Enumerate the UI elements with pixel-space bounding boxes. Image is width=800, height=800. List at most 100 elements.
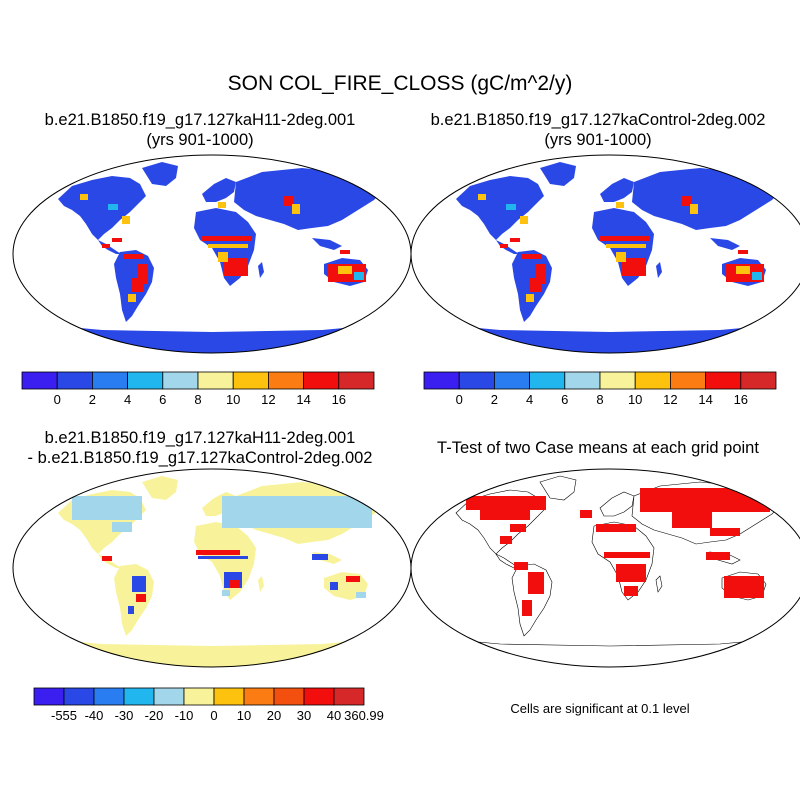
panel-1-colorbar-tick-label: 0 — [54, 392, 61, 407]
map1-grid-patch — [102, 244, 110, 248]
panel-3-colorbar-swatch — [123, 687, 155, 706]
map2-grid-patch — [478, 194, 486, 200]
map2-grid-patch — [616, 252, 626, 262]
map1-grid-patch — [202, 236, 252, 241]
map4-grid-patch — [724, 576, 764, 598]
map1-grid-patch — [208, 244, 248, 248]
map4-grid-patch — [640, 488, 770, 512]
panel-1-map — [12, 154, 412, 354]
map4-grid-patch — [616, 564, 646, 582]
panel-1-land — [24, 162, 402, 353]
map2-grid-patch — [616, 202, 624, 208]
panel-3-colorbar-tick-label: 360.99 — [344, 708, 384, 723]
map3-grid-patch — [230, 580, 240, 588]
map2-grid-patch — [752, 272, 762, 280]
panel-3-colorbar-swatch — [63, 687, 95, 706]
panel-3-colorbar-tick-label: -30 — [115, 708, 134, 723]
map2-grid-patch — [530, 278, 542, 292]
map3-grid-patch — [128, 606, 134, 614]
panel-1-colorbar-swatch — [338, 371, 375, 390]
panel-3-colorbar-swatch — [33, 687, 65, 706]
panel-2-globe-outline — [410, 154, 800, 354]
map3-grid-patch — [72, 496, 142, 520]
panel-3-colorbar-tick-label: 20 — [267, 708, 281, 723]
panel-2-colorbar-swatch — [529, 371, 566, 390]
panel-2-colorbar-swatch — [599, 371, 636, 390]
map1-grid-patch — [138, 264, 148, 284]
panel-1-case-name: b.e21.B1850.f19_g17.127kaH11-2deg.001 — [44, 111, 356, 129]
panel-2-colorbar-tick-label: 2 — [491, 392, 498, 407]
map1-grid-patch — [218, 252, 228, 262]
map2-grid-patch — [606, 244, 646, 248]
map2-grid-patch — [600, 236, 650, 241]
map4-grid-patch — [604, 552, 650, 558]
panel-1-colorbar-tick-label: 10 — [226, 392, 240, 407]
map4-grid-patch — [624, 586, 638, 596]
map3-grid-patch — [268, 504, 308, 528]
map4-grid-patch — [510, 524, 526, 532]
panel-1-colorbar-swatch — [21, 371, 58, 390]
panel-2-case-name: b.e21.B1850.f19_g17.127kaControl-2deg.00… — [430, 111, 766, 129]
panel-2-colorbar-tick-label: 8 — [596, 392, 603, 407]
panel-1-colorbar-tick-label: 16 — [332, 392, 346, 407]
panel-1-colorbar-swatch — [56, 371, 93, 390]
map2-grid-patch — [622, 258, 646, 276]
map4-grid-patch — [466, 496, 546, 510]
panel-3-colorbar-tick-label: -555 — [51, 708, 77, 723]
map4-grid-patch — [480, 510, 530, 520]
panel-1-years: (yrs 901-1000) — [146, 131, 254, 149]
panel-2-colorbar-swatch — [740, 371, 777, 390]
panel-3-colorbar-swatch — [273, 687, 305, 706]
map3-grid-patch — [330, 582, 338, 590]
panel-3-colorbar-tick-label: 30 — [297, 708, 311, 723]
panel-1-colorbar-swatch — [267, 371, 304, 390]
map3-grid-patch — [222, 590, 230, 596]
panel-2-land — [422, 162, 800, 353]
map1-grid-patch — [132, 278, 144, 292]
panel-3-title: b.e21.B1850.f19_g17.127kaH11-2deg.001 - … — [0, 428, 400, 468]
panel-3-map — [12, 468, 412, 668]
map2-grid-patch — [738, 250, 748, 254]
panel-3-colorbar-swatch — [213, 687, 245, 706]
panel-2-colorbar-tick-label: 0 — [456, 392, 463, 407]
map4-grid-patch — [522, 600, 532, 616]
map4-grid-patch — [672, 512, 712, 528]
panel-3-colorbar-tick-label: 40 — [327, 708, 341, 723]
panel-3-colorbar-tick-label: -40 — [85, 708, 104, 723]
panel-2-title: b.e21.B1850.f19_g17.127kaControl-2deg.00… — [398, 110, 798, 150]
panel-2-colorbar-swatch — [564, 371, 601, 390]
map3-grid-patch — [346, 576, 360, 582]
map2-grid-patch — [520, 216, 528, 224]
map3-grid-patch — [132, 576, 146, 592]
map4-grid-patch — [500, 536, 512, 544]
panel-3-colorbar-tick-label: 10 — [237, 708, 251, 723]
map4-grid-patch — [528, 572, 544, 594]
map2-grid-patch — [736, 266, 750, 274]
panel-4-map — [410, 468, 800, 668]
map2-grid-patch — [500, 244, 508, 248]
panel-3-colorbar: -555 -40 -30 -20 -10 0 10 20 30 40 360.99 — [33, 687, 384, 723]
significance-note: Cells are significant at 0.1 level — [510, 701, 690, 716]
map2-grid-patch — [526, 294, 534, 302]
panel-2-colorbar-swatch — [669, 371, 706, 390]
map3-grid-patch — [312, 554, 328, 560]
panel-3-colorbar-tick-label: -10 — [175, 708, 194, 723]
panel-2-colorbar-tick-label: 6 — [561, 392, 568, 407]
panel-2-colorbar-tick-label: 10 — [628, 392, 642, 407]
map1-grid-patch — [284, 196, 294, 206]
map1-grid-patch — [124, 254, 144, 259]
map3-grid-patch — [112, 522, 132, 532]
panel-2-colorbar-tick-label: 4 — [526, 392, 533, 407]
panel-3-colorbar-swatch — [243, 687, 275, 706]
map3-grid-patch — [198, 556, 248, 559]
panel-2-colorbar-swatch — [423, 371, 460, 390]
panel-1-title: b.e21.B1850.f19_g17.127kaH11-2deg.001 (y… — [0, 110, 400, 150]
panel-1-colorbar-swatch — [197, 371, 234, 390]
panel-2-colorbar-swatch — [494, 371, 531, 390]
panel-1-colorbar-swatch — [232, 371, 269, 390]
map1-grid-patch — [354, 272, 364, 280]
map1-grid-patch — [128, 294, 136, 302]
map3-grid-patch — [136, 594, 146, 602]
panel-2-colorbar-tick-label: 14 — [698, 392, 712, 407]
panel-3-control-name: - b.e21.B1850.f19_g17.127kaControl-2deg.… — [27, 449, 373, 467]
